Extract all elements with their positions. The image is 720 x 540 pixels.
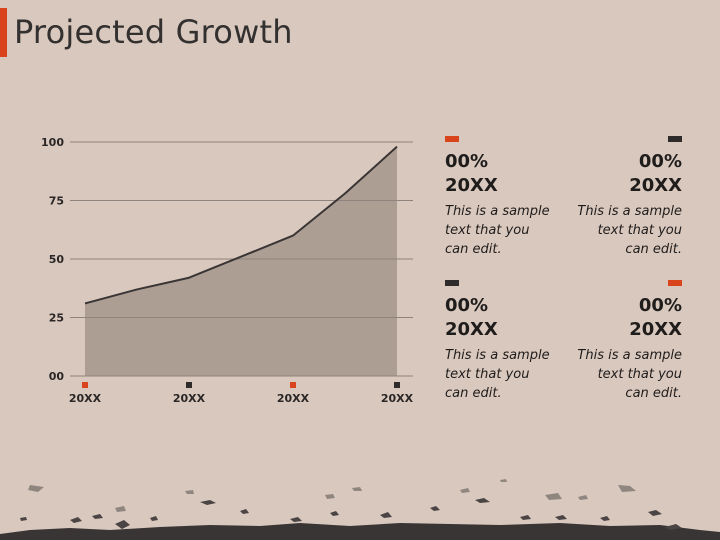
card-year: 20XX [629,175,682,196]
stat-card-2: 00% 20XX This is a sample text that you … [442,136,682,259]
card-marker [445,280,459,286]
category-marker [82,382,88,388]
y-tick-label: 75 [49,195,64,208]
card-description: This is a sample text that you can edit. [445,204,550,257]
card-year: 20XX [629,319,682,340]
card-year: 20XX [445,319,498,340]
y-tick-label: 100 [41,136,64,149]
card-description: This is a sample text that you can edit. [577,204,682,257]
card-year: 20XX [445,175,498,196]
ground-silhouette [0,523,720,540]
card-percent: 00% [638,151,682,172]
category-marker [290,382,296,388]
card-description: This is a sample text that you can edit. [577,348,682,401]
x-tick-label: 20XX [381,392,414,405]
series-area [85,146,397,376]
card-percent: 00% [445,151,489,172]
category-marker [186,382,192,388]
card-marker [668,280,682,286]
stat-card-3: 00% 20XX This is a sample text that you … [445,280,685,403]
category-marker [394,382,400,388]
card-marker [668,136,682,142]
card-marker [445,136,459,142]
card-description: This is a sample text that you can edit. [445,348,550,401]
title-accent-bar [0,8,7,57]
slide-title: Projected Growth [14,13,293,51]
rubble-stones [20,498,682,530]
series-line [84,145,398,305]
card-percent: 00% [445,295,489,316]
stat-card-1: 00% 20XX This is a sample text that you … [445,136,685,259]
x-tick-label: 20XX [173,392,206,405]
y-tick-label: 00 [49,370,65,383]
rubble-ground-decoration [0,479,720,540]
y-tick-label: 50 [49,253,65,266]
stat-card-4: 00% 20XX This is a sample text that you … [442,280,682,403]
rubble-light-stones [28,479,636,512]
x-tick-label: 20XX [69,392,102,405]
x-tick-label: 20XX [277,392,310,405]
y-tick-label: 25 [49,312,64,325]
card-percent: 00% [638,295,682,316]
